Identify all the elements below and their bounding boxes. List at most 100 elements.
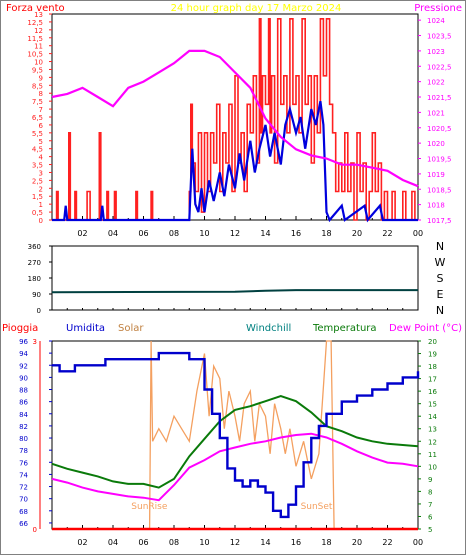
dewpoint-legend: Dew Point (°C) (389, 323, 462, 334)
wind-tick-label: 2,5 (32, 177, 43, 185)
temp-tick-label: 8 (428, 488, 432, 496)
x-tick-label: 16 (291, 538, 301, 547)
winddir-tick-label: 0 (37, 307, 41, 315)
rain-tick-label: 3 (33, 338, 37, 346)
sunrise-annotation: SunRise (131, 502, 168, 512)
temp-tick-label: 6 (428, 513, 433, 521)
wind-y-axis: 00,511,522,533,544,555,566,577,588,599,5… (27, 11, 52, 225)
pressure-tick-label: 1022,5 (427, 63, 452, 71)
wind-tick-label: 1,5 (32, 193, 43, 201)
x-tick-label: 00 (413, 229, 423, 238)
pressure-tick-label: 1023,5 (427, 33, 452, 41)
x-tick-label: 20 (352, 229, 362, 238)
humidity-y-axis: 66 68 70 72 74 76 78 80 82 84 86 88 90 92 94 96 (19, 338, 52, 528)
x-tick-label: 00 (413, 538, 423, 547)
wind-tick-label: 4,5 (32, 146, 43, 154)
x-tick-label: 18 (321, 538, 331, 547)
humidity-tick-label: 78 (19, 447, 28, 455)
temperature-legend: Temperatura (312, 323, 377, 334)
pressure-tick-label: 1020,5 (427, 125, 452, 133)
wind-tick-label: 5 (39, 138, 43, 146)
temp-tick-label: 16 (428, 388, 437, 396)
humidity-tick-label: 86 (19, 399, 28, 407)
humidity-line (52, 351, 420, 519)
wind-tick-label: 0 (39, 217, 43, 225)
wind-tick-label: 12,5 (27, 19, 43, 27)
winddir-plot-area (51, 245, 419, 311)
rain-tick-label: 0 (33, 526, 37, 534)
temp-tick-label: 11 (428, 451, 437, 459)
x-tick-label: 12 (230, 229, 240, 238)
pressure-tick-label: 1017,5 (427, 217, 452, 225)
x-tick-label: 14 (260, 538, 270, 547)
wind-tick-label: 10 (34, 59, 43, 67)
wind-axis-title: Forza vento (6, 3, 65, 14)
solar-line (52, 340, 418, 530)
winddir-tick-label: 180 (28, 275, 41, 283)
x-tick-label: 22 (382, 538, 392, 547)
x-tick-label: 06 (138, 538, 148, 547)
pressure-tick-label: 1018,5 (427, 186, 452, 194)
x-tick-label: 16 (291, 229, 301, 238)
x-tick-label: 08 (169, 229, 179, 238)
humidity-tick-label: 72 (19, 484, 28, 492)
compass-label: S (437, 272, 444, 285)
wind-tick-label: 10,5 (27, 51, 43, 59)
wind-tick-label: 5,5 (32, 130, 43, 138)
pressure-tick-label: 1018 (427, 202, 445, 210)
humidity-tick-label: 66 (19, 520, 28, 528)
winddir-tick-label: 270 (28, 259, 41, 267)
compass-label: N (436, 240, 444, 253)
x-tick-label: 22 (382, 229, 392, 238)
wind-tick-label: 4 (39, 154, 44, 162)
temperature-y-axis: 5 6 7 8 9 10 11 12 13 14 15 16 17 18 19 20 (418, 338, 437, 534)
wind-tick-label: 6,5 (32, 114, 43, 122)
compass-label: N (436, 304, 444, 317)
pressure-tick-label: 1021 (427, 109, 445, 117)
pressure-tick-label: 1023 (427, 48, 445, 56)
wind-tick-label: 13 (34, 11, 43, 19)
temp-tick-label: 9 (428, 476, 432, 484)
wind-tick-label: 8 (39, 90, 43, 98)
humidity-tick-label: 76 (19, 459, 28, 467)
humidity-series (51, 340, 420, 531)
pressure-axis-title: Pressione (414, 3, 462, 14)
wind-tick-label: 3,5 (32, 162, 43, 170)
wind-tick-label: 8,5 (32, 82, 43, 90)
compass-label: E (437, 288, 444, 301)
x-tick-label: 08 (169, 538, 179, 547)
winddir-tick-label: 90 (32, 291, 41, 299)
wind-series (51, 17, 419, 223)
pressure-y-axis: 1017,5 1018 1018,5 1019 1019,5 1020 1020,5 1021… (418, 17, 452, 225)
x-tick-label: 02 (77, 538, 87, 547)
wind-tick-label: 7,5 (32, 98, 43, 106)
wind-direction-line (51, 289, 418, 294)
temperature-line (51, 395, 419, 489)
winddir-tick-label: 360 (28, 243, 41, 251)
temp-tick-label: 5 (428, 526, 432, 534)
pressure-tick-label: 1024 (427, 17, 445, 25)
temp-tick-label: 15 (428, 401, 437, 409)
x-tick-label: 04 (108, 229, 118, 238)
temp-tick-label: 10 (428, 463, 437, 471)
humidity-tick-label: 96 (19, 338, 28, 346)
x-tick-label: 06 (138, 229, 148, 238)
temp-tick-label: 17 (428, 376, 437, 384)
temp-tick-label: 12 (428, 438, 437, 446)
solar-legend: Solar (118, 323, 144, 334)
temp-tick-label: 18 (428, 363, 437, 371)
x-tick-label: 18 (321, 229, 331, 238)
temp-tick-label: 7 (428, 501, 432, 509)
wind-tick-label: 0,5 (32, 209, 43, 217)
x-tick-label: 04 (108, 538, 118, 547)
compass-label: W (435, 256, 446, 269)
temp-tick-label: 14 (428, 413, 437, 421)
wind-tick-label: 3 (39, 169, 43, 177)
humidity-tick-label: 90 (19, 374, 28, 382)
humidity-tick-label: 74 (19, 471, 28, 479)
humidity-axis-title: Umidita (66, 323, 105, 334)
